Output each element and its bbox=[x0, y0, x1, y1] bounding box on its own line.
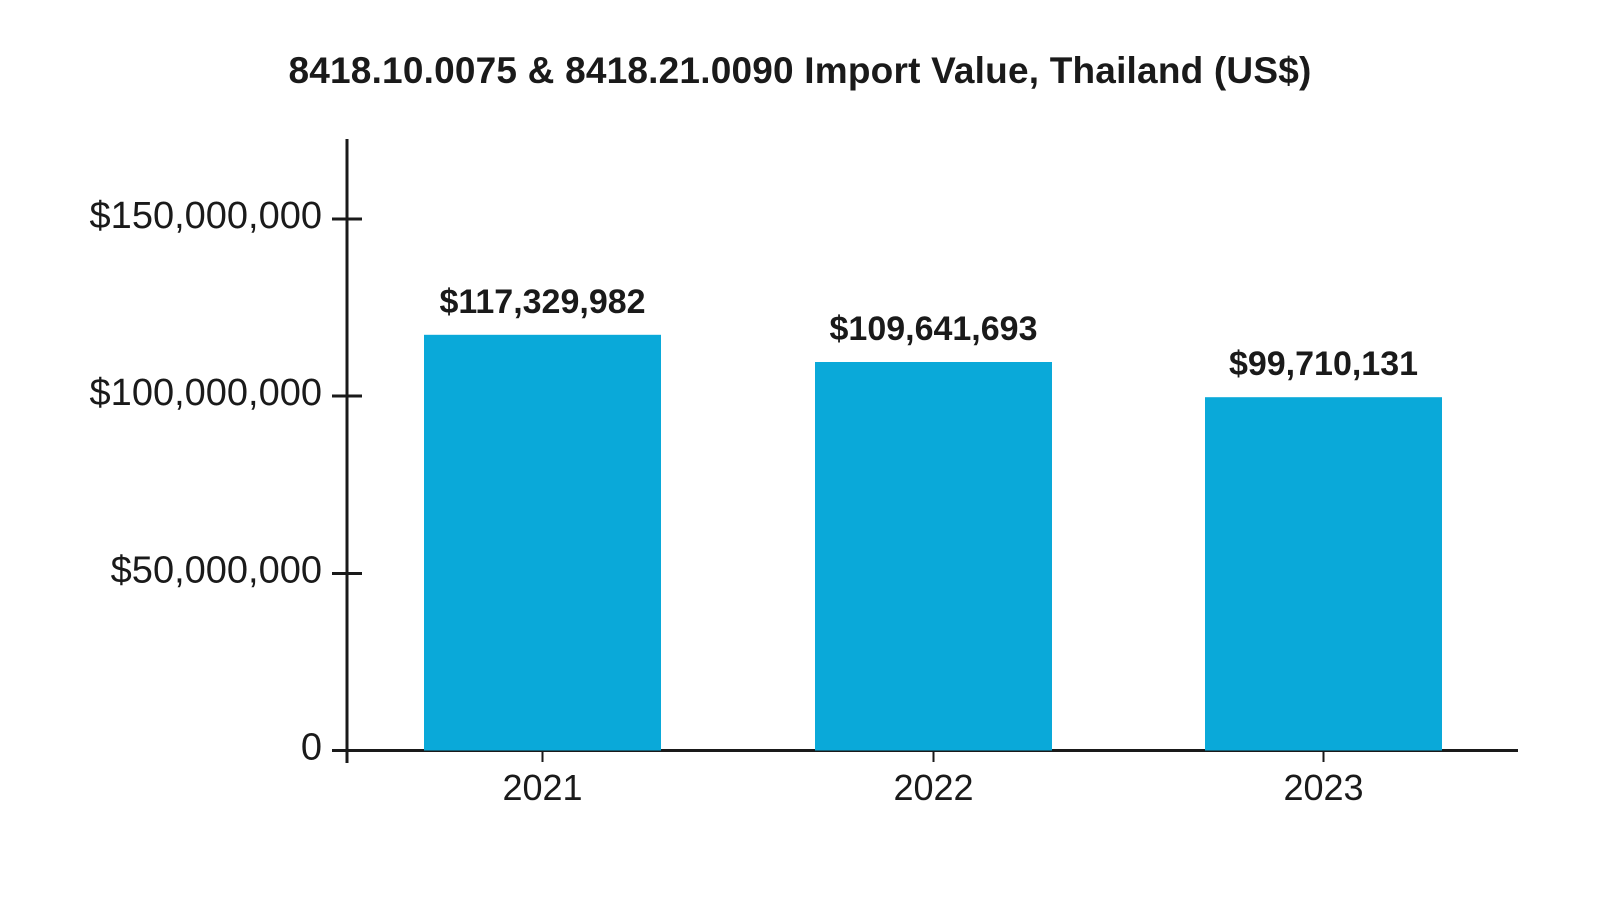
svg-text:$150,000,000: $150,000,000 bbox=[90, 195, 322, 237]
svg-text:2023: 2023 bbox=[1283, 767, 1363, 808]
svg-text:$109,641,693: $109,641,693 bbox=[830, 310, 1038, 348]
svg-text:2022: 2022 bbox=[893, 767, 973, 808]
svg-text:2021: 2021 bbox=[502, 767, 582, 808]
svg-text:$117,329,982: $117,329,982 bbox=[439, 283, 645, 321]
svg-text:$50,000,000: $50,000,000 bbox=[111, 550, 322, 592]
svg-text:0: 0 bbox=[301, 727, 322, 769]
svg-text:$99,710,131: $99,710,131 bbox=[1229, 345, 1418, 383]
svg-text:$100,000,000: $100,000,000 bbox=[90, 372, 322, 414]
